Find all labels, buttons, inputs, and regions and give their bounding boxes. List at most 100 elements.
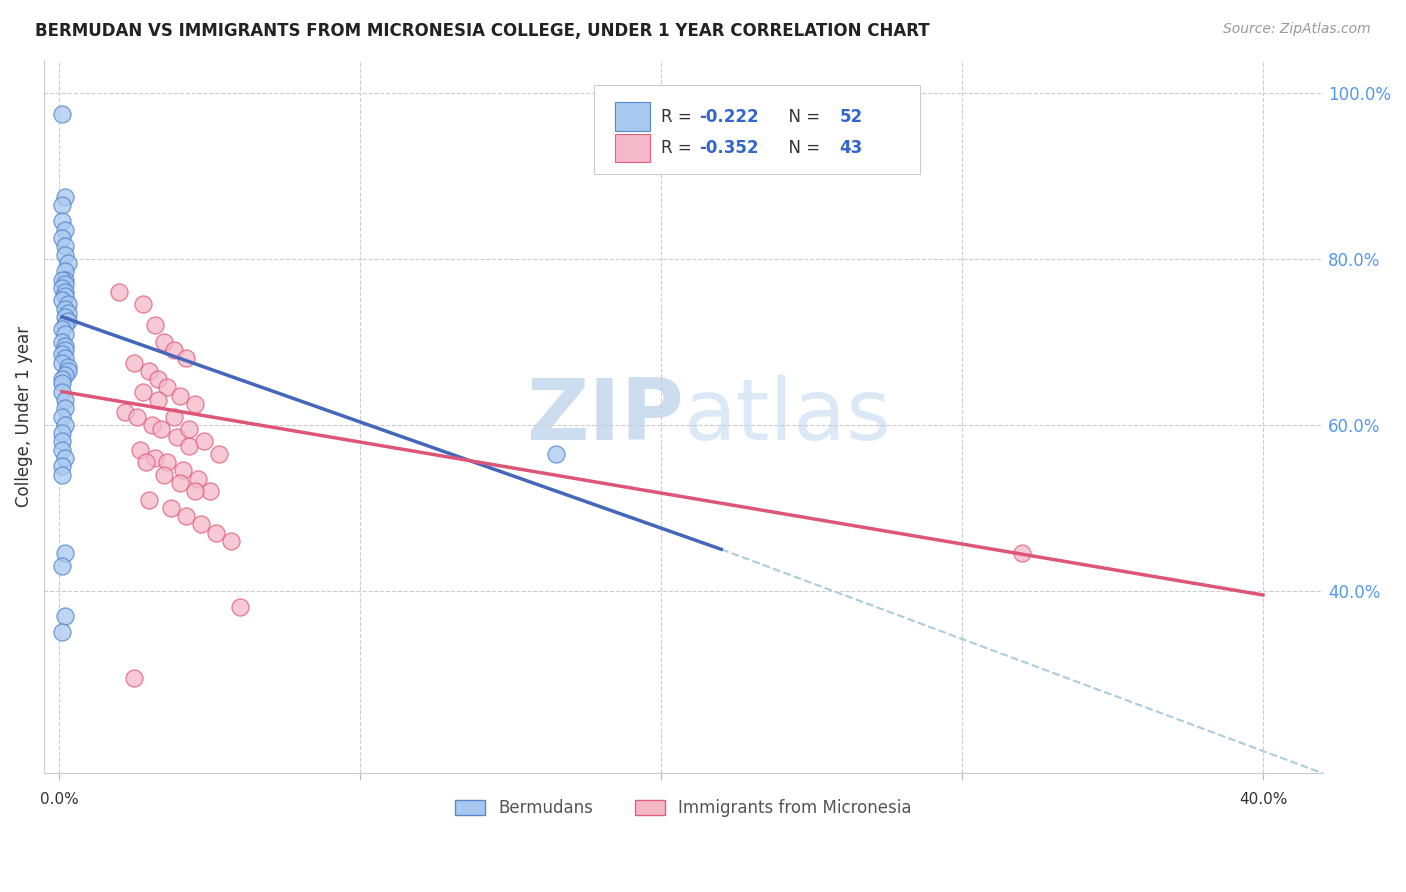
Text: Source: ZipAtlas.com: Source: ZipAtlas.com (1223, 22, 1371, 37)
Point (53, 223, 76, 237)
Point (156, 455, 179, 469)
Point (177, 439, 200, 453)
Point (156, 380, 179, 394)
Point (114, 405, 136, 419)
Text: -0.352: -0.352 (699, 139, 758, 157)
Point (53, 368, 76, 382)
Point (53, 310, 76, 324)
Point (132, 297, 155, 311)
Point (51, 434, 73, 449)
Point (51, 106, 73, 120)
Point (51, 426, 73, 441)
Point (208, 447, 231, 461)
Point (183, 484, 205, 499)
Text: 43: 43 (839, 139, 863, 157)
Point (51, 355, 73, 369)
Point (53, 272, 76, 286)
Text: 40.0%: 40.0% (1239, 792, 1286, 806)
Point (51, 214, 73, 228)
Point (132, 384, 155, 399)
Point (53, 264, 76, 278)
Point (141, 417, 163, 432)
Point (53, 301, 76, 316)
Text: N =: N = (779, 108, 825, 126)
Point (169, 389, 191, 403)
Point (53, 343, 76, 358)
Text: atlas: atlas (683, 375, 891, 458)
Point (56, 314, 79, 328)
Point (124, 671, 146, 685)
Point (51, 322, 73, 336)
Point (138, 364, 160, 378)
Point (153, 334, 176, 349)
Point (1011, 546, 1033, 560)
Legend: Bermudans, Immigrants from Micronesia: Bermudans, Immigrants from Micronesia (447, 791, 921, 826)
Point (51, 198, 73, 212)
Point (53, 189, 76, 203)
Point (148, 392, 170, 407)
Point (219, 534, 242, 549)
Text: R =: R = (661, 108, 696, 126)
Text: R =: R = (661, 139, 696, 157)
Point (159, 500, 181, 515)
Point (56, 256, 79, 270)
Point (148, 372, 170, 386)
Point (51, 334, 73, 349)
Point (56, 364, 79, 378)
Point (56, 306, 79, 320)
Point (51, 625, 73, 640)
Point (108, 285, 131, 299)
Point (183, 397, 205, 411)
Point (145, 318, 167, 333)
Point (51, 558, 73, 573)
Text: ZIP: ZIP (526, 375, 683, 458)
Point (51, 293, 73, 308)
Point (53, 339, 76, 353)
Point (53, 351, 76, 366)
Point (53, 326, 76, 341)
Text: 52: 52 (839, 108, 863, 126)
Point (53, 392, 76, 407)
Point (138, 492, 160, 507)
Point (229, 600, 252, 615)
Y-axis label: College, Under 1 year: College, Under 1 year (15, 326, 32, 507)
Point (51, 409, 73, 424)
Point (135, 455, 157, 469)
Point (153, 467, 176, 482)
Point (198, 484, 221, 499)
FancyBboxPatch shape (614, 103, 651, 131)
Point (187, 472, 209, 486)
Point (53, 239, 76, 253)
Point (162, 343, 184, 358)
Point (150, 422, 173, 436)
Point (51, 376, 73, 391)
Text: -0.222: -0.222 (699, 108, 759, 126)
Point (53, 277, 76, 291)
Point (53, 401, 76, 416)
Point (51, 442, 73, 457)
Point (169, 475, 191, 490)
Point (51, 467, 73, 482)
Point (53, 289, 76, 303)
Text: N =: N = (779, 139, 825, 157)
Point (204, 525, 226, 540)
Text: 0.0%: 0.0% (39, 792, 79, 806)
Point (193, 434, 215, 449)
FancyBboxPatch shape (614, 134, 651, 162)
Point (172, 463, 194, 477)
Point (53, 417, 76, 432)
Point (51, 272, 73, 286)
Point (53, 247, 76, 261)
FancyBboxPatch shape (595, 85, 921, 174)
Point (53, 285, 76, 299)
Point (145, 450, 167, 465)
Point (53, 546, 76, 560)
Point (127, 409, 149, 424)
Point (174, 509, 197, 524)
Point (51, 281, 73, 295)
Point (544, 447, 567, 461)
Point (53, 608, 76, 623)
Point (56, 359, 79, 374)
Point (174, 351, 197, 366)
Point (177, 422, 200, 436)
